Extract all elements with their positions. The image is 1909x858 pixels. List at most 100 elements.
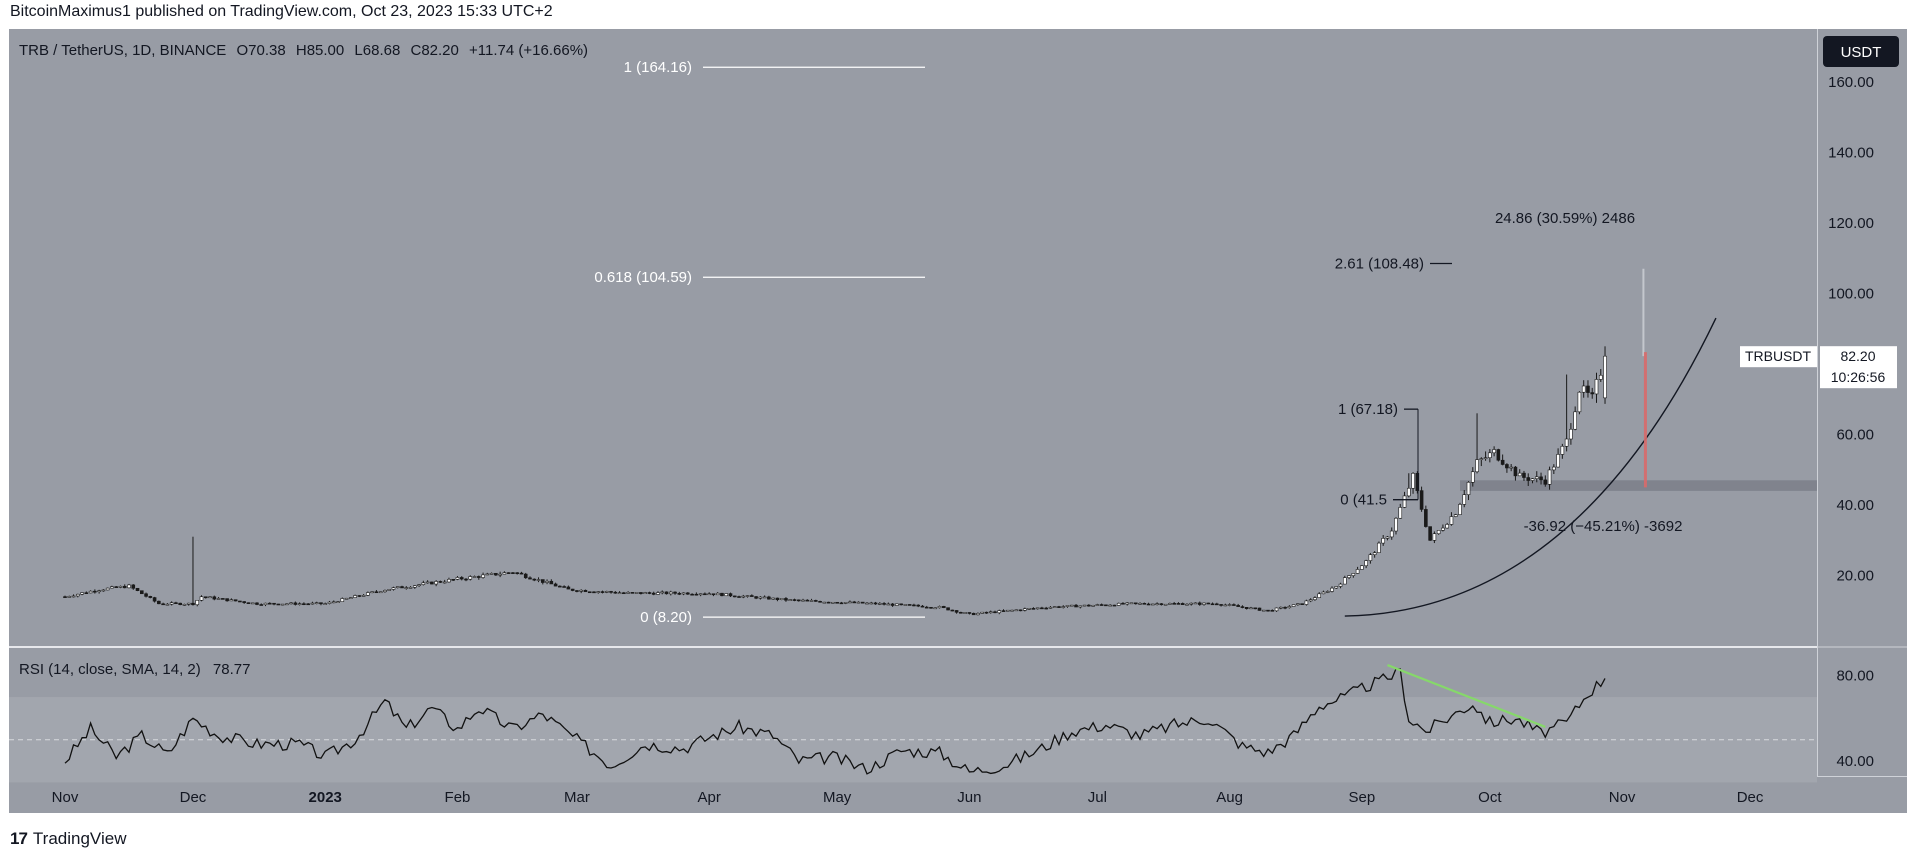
symbol-legend[interactable]: TRB / TetherUS, 1D, BINANCE O70.38 H85.0… [19,42,588,59]
symbol-badge[interactable] [1740,346,1817,368]
candle-body [613,591,618,594]
candle-body [344,597,349,600]
candle-body [865,602,869,605]
candle-body [1227,604,1232,606]
candle-body [767,596,771,600]
candle-body [792,599,797,601]
candle-body [110,586,114,589]
candle-body [1300,603,1304,605]
candle-body [1125,602,1130,605]
time-tick-label: Oct [1478,789,1502,806]
candle-body [609,591,613,593]
candle-body [1129,602,1134,605]
candle-body [250,602,255,605]
candle-body [1266,609,1270,612]
candle-body [1104,604,1108,607]
candle-body [1010,609,1014,612]
candle-body [634,592,639,594]
candle-body [937,606,942,609]
candle-body [912,604,916,607]
low-label: L [354,42,362,59]
candle-body [259,604,264,606]
candle-body [191,602,195,606]
candle-body [1163,603,1168,606]
candle-body [1138,603,1142,605]
candle-body [221,598,225,600]
candle-body [950,609,955,612]
change-value: +11.74 (+16.66%) [469,42,588,59]
time-tick-label: Aug [1216,789,1243,806]
candle-body [1479,458,1484,460]
price-tick-label: 120.00 [1828,215,1874,232]
candle-body [387,589,392,591]
candle-body [1095,604,1100,606]
time-axis-panel[interactable] [9,777,1907,813]
candle-body [558,585,562,588]
candle-body [357,595,362,597]
candle-body [903,604,908,606]
currency-badge[interactable] [1823,36,1899,67]
candle-body [1040,607,1044,610]
candle-body [1172,603,1176,605]
price-tick-label: 100.00 [1828,285,1874,302]
candle-body [1244,607,1249,610]
candle-body [1287,606,1292,609]
candle-body [1483,457,1488,459]
candle-body [71,595,76,598]
candle-body [732,595,737,598]
rsi-legend[interactable]: RSI (14, close, SMA, 14, 2) 78.77 [19,661,250,678]
currency-badge-label: USDT [1841,44,1882,61]
candle-body [1415,473,1420,491]
candle-body [169,602,174,605]
candle-body [1035,607,1040,610]
candle-body [336,601,340,603]
candle-body [80,592,84,595]
candle-body [434,581,438,585]
candle-body [1014,609,1019,612]
candle-body [673,591,677,594]
rsi-value: 78.77 [213,661,251,678]
candle-body [1116,602,1121,606]
candle-body [523,573,528,579]
candle-body [954,610,959,613]
candle-body [1603,355,1607,399]
candle-body [1112,604,1117,607]
candle-body [1325,591,1330,593]
candle-body [536,579,541,581]
time-tick-label: Nov [1609,789,1636,806]
candle-body [1381,538,1385,544]
candle-body [1492,449,1496,454]
candle-body [1445,524,1449,529]
candle-body [656,592,660,595]
candle-body [438,581,443,583]
candle-body [976,613,980,616]
last-price-badge[interactable] [1820,346,1897,389]
candle-body [331,601,336,604]
candle-body [583,589,588,593]
candle-body [447,579,451,583]
candle-body [1556,454,1560,468]
candle-body [1253,607,1258,610]
candle-body [933,607,938,610]
candle-body [1308,599,1313,602]
candle-body [997,610,1002,614]
candle-body [1279,606,1283,609]
candle-body [477,576,481,578]
price-pane[interactable] [9,29,1817,646]
candle-body [805,599,810,602]
candle-body [1343,577,1347,585]
price-tick-label: 20.00 [1836,567,1874,584]
candle-body [408,586,413,589]
candle-body [327,601,332,604]
price-axis-panel[interactable] [1818,29,1907,776]
candle-body [216,598,221,600]
candle-body [1189,602,1194,605]
candle-body [285,603,289,606]
candle-body [485,573,490,576]
candle-body [1057,606,1061,608]
candle-body [1406,487,1411,497]
candle-body [1505,464,1509,469]
tradingview-footer[interactable]: 17 TradingView [10,829,126,849]
candle-body [651,592,656,595]
